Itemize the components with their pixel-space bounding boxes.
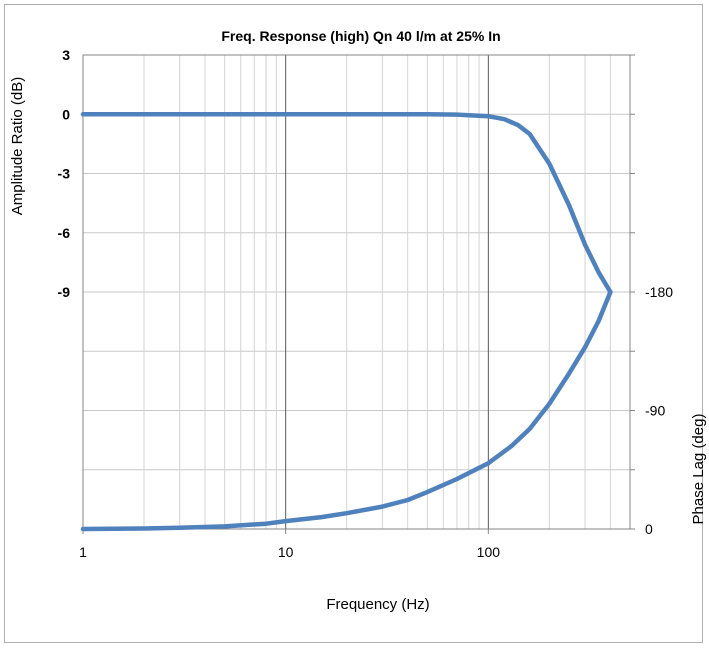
chart-title: Freq. Response (high) Qn 40 l/m at 25% I… bbox=[221, 28, 500, 44]
y-left-tick-label: -9 bbox=[58, 284, 71, 300]
y-right-tick-label: 0 bbox=[645, 521, 653, 537]
x-tick-label: 10 bbox=[278, 544, 294, 560]
grid bbox=[82, 54, 635, 534]
phase-lag-series-line bbox=[80, 289, 613, 532]
y-right-tick-label: -180 bbox=[645, 284, 673, 300]
y-left-tick-label: 0 bbox=[62, 106, 70, 122]
x-tick-label: 100 bbox=[477, 544, 501, 560]
x-axis-title: Frequency (Hz) bbox=[326, 596, 429, 613]
series-layer bbox=[80, 112, 613, 532]
amplitude-ratio-series-line bbox=[80, 112, 613, 295]
x-tick-label: 1 bbox=[79, 544, 87, 560]
y-axis-left-title: Amplitude Ratio (dB) bbox=[9, 77, 26, 215]
y-left-tick-label: -3 bbox=[58, 166, 71, 182]
chart-frame bbox=[4, 4, 703, 643]
y-right-tick-label: -90 bbox=[645, 403, 665, 419]
y-left-tick-label: -6 bbox=[58, 225, 71, 241]
y-axis-right-title: Phase Lag (deg) bbox=[690, 414, 707, 525]
plot-area-border bbox=[82, 54, 631, 530]
y-left-tick-label: 3 bbox=[62, 47, 70, 63]
